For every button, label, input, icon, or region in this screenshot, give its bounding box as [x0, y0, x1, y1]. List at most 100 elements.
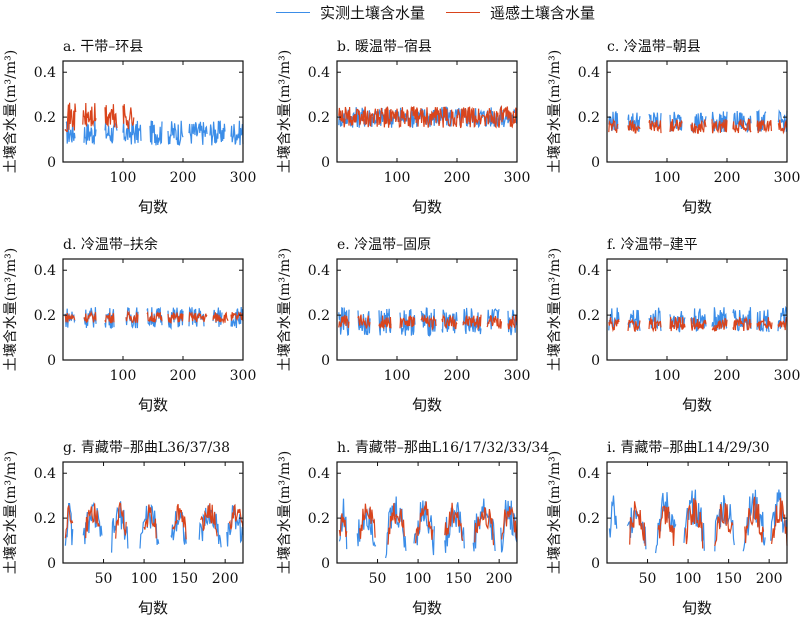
x-tick-label: 200 [756, 571, 783, 587]
x-axis-label: 旬数 [682, 396, 712, 414]
series-remote-line [608, 317, 620, 333]
series-remote-line [627, 119, 641, 134]
y-tick-label: 0 [591, 556, 600, 572]
series-measured-line [500, 499, 518, 553]
series-remote-line [685, 498, 704, 549]
panel-title: e. 冷温带–固原 [337, 237, 431, 253]
x-tick-label: 100 [110, 368, 137, 384]
series-measured-line [149, 120, 163, 146]
panel-title: b. 暖温带–宿县 [337, 38, 432, 55]
series-remote-line [444, 502, 464, 542]
series-remote-line [146, 310, 163, 323]
series-remote-line [777, 119, 788, 135]
x-tick-label: 300 [774, 170, 800, 186]
x-axis-label: 旬数 [138, 599, 168, 617]
series-measured-line [230, 120, 244, 146]
panel-title: d. 冷温带–扶余 [63, 236, 158, 253]
y-tick-label: 0 [591, 155, 600, 171]
y-tick-label: 0.2 [34, 110, 56, 126]
y-tick-label: 0 [47, 556, 56, 572]
y-tick-label: 0.2 [308, 110, 330, 126]
panel-title: a. 干带–环县 [63, 39, 143, 55]
series-remote-line [200, 503, 218, 537]
series-measured-line [608, 111, 619, 132]
x-tick-label: 50 [369, 571, 387, 587]
axes-frame [606, 258, 788, 361]
series-remote-line [474, 507, 495, 546]
axes-frame [62, 60, 244, 163]
series-remote-line [85, 503, 101, 539]
panel-title: f. 冷温带–建平 [607, 237, 698, 253]
x-tick-label: 150 [715, 571, 742, 587]
y-axis-label: 土壤含水量(m³/m³) [546, 248, 563, 371]
legend-item-measured: 实测土壤含水量 [276, 2, 425, 23]
panel-title: i. 青藏带–那曲L14/29/30 [607, 440, 770, 456]
series-remote-line [378, 315, 392, 330]
y-tick-label: 0.4 [308, 65, 330, 81]
series-remote-line [338, 104, 518, 129]
series-remote-line [104, 312, 115, 324]
series-measured-line [507, 309, 518, 336]
series-remote-line [690, 317, 707, 331]
y-tick-label: 0 [47, 155, 56, 171]
y-tick-label: 0.2 [308, 308, 330, 324]
panel-title: c. 冷温带–朝县 [607, 39, 701, 55]
x-axis-label: 旬数 [138, 198, 168, 216]
series-measured-line [648, 112, 662, 128]
x-axis-label: 旬数 [138, 396, 168, 414]
series-remote-line [115, 502, 127, 539]
series-remote-line [732, 118, 752, 134]
y-tick-label: 0.2 [308, 511, 330, 527]
series-remote-line [744, 496, 765, 544]
series-remote-line [122, 104, 135, 130]
series-remote-line [143, 504, 157, 539]
panel-title: g. 青藏带–那曲L36/37/38 [63, 440, 230, 456]
x-tick-label: 200 [714, 368, 741, 384]
series-remote-line [714, 503, 734, 547]
y-axis-label: 土壤含水量(m³/m³) [546, 451, 563, 574]
axes-frame [606, 60, 788, 163]
y-tick-label: 0.2 [578, 511, 600, 527]
y-axis-label: 土壤含水量(m³/m³) [2, 248, 19, 371]
series-remote-line [756, 119, 773, 134]
x-tick-label: 200 [486, 571, 513, 587]
series-measured-line [711, 111, 728, 133]
series-remote-line [338, 314, 350, 328]
panel-title: h. 青藏带–那曲L16/17/32/33/34 [337, 440, 549, 456]
series-measured-line [65, 120, 76, 144]
series-remote-line [64, 102, 77, 133]
series-remote-line [777, 316, 788, 331]
y-tick-label: 0 [321, 155, 330, 171]
y-tick-label: 0 [321, 353, 330, 369]
x-axis-label: 旬数 [412, 396, 442, 414]
x-tick-label: 100 [384, 170, 411, 186]
series-remote-line [171, 503, 187, 540]
legend-swatch-measured [276, 12, 310, 13]
series-remote-line [228, 503, 244, 530]
panel-g: g. 青藏带–那曲L36/37/38 土壤含水量(m³/m³) 旬数 0 0.2 0.4 5… [2, 440, 244, 617]
y-tick-label: 0.2 [34, 511, 56, 527]
axes-frame [62, 461, 244, 564]
y-axis-label: 土壤含水量(m³/m³) [276, 451, 293, 574]
series-remote-line [212, 311, 229, 325]
x-axis-label: 旬数 [412, 599, 442, 617]
x-tick-label: 100 [654, 170, 681, 186]
series-remote-line [669, 119, 683, 132]
y-tick-label: 0.4 [34, 466, 56, 482]
series-remote-line [399, 315, 415, 329]
series-measured-line [356, 508, 377, 547]
series-remote-line [387, 503, 405, 545]
x-tick-label: 100 [654, 368, 681, 384]
x-tick-label: 200 [170, 368, 197, 384]
series-remote-line [441, 313, 458, 330]
y-tick-label: 0 [321, 556, 330, 572]
series-remote-line [657, 505, 675, 546]
legend-item-remote: 遥感土壤含水量 [446, 2, 595, 23]
legend-label-remote: 遥感土壤含水量 [490, 4, 596, 22]
y-axis-label: 土壤含水量(m³/m³) [276, 248, 293, 371]
legend-label-measured: 实测土壤含水量 [320, 4, 426, 22]
